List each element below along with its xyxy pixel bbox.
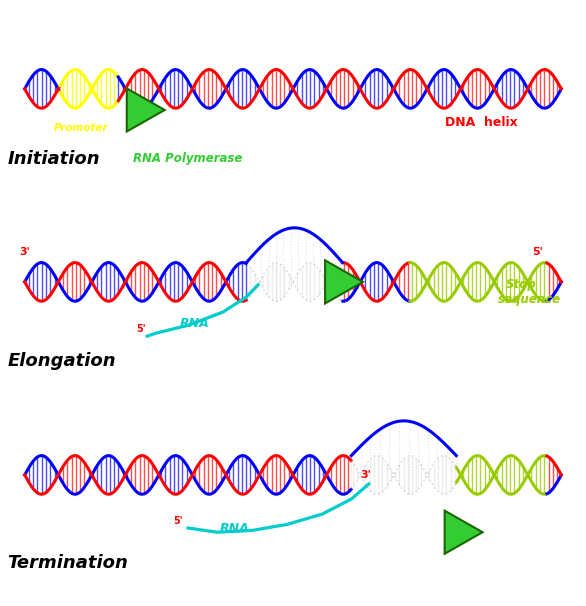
Text: Promoter: Promoter (54, 123, 108, 133)
Text: Stop: Stop (506, 278, 537, 291)
Text: sequence: sequence (498, 293, 561, 306)
Text: 3': 3' (19, 247, 30, 258)
Text: 5': 5' (137, 324, 146, 334)
Text: Initiation: Initiation (7, 150, 100, 168)
Polygon shape (445, 511, 482, 554)
Polygon shape (127, 88, 165, 132)
Text: RNA: RNA (179, 317, 209, 330)
Text: Termination: Termination (7, 554, 128, 573)
Text: DNA  helix: DNA helix (445, 116, 517, 129)
Text: 5': 5' (532, 247, 543, 258)
Text: 3': 3' (360, 470, 371, 480)
Text: Elongation: Elongation (7, 352, 116, 370)
Text: RNA: RNA (220, 522, 250, 535)
Polygon shape (325, 261, 363, 304)
Text: RNA Polymerase: RNA Polymerase (132, 153, 242, 165)
Text: 5': 5' (173, 516, 183, 527)
